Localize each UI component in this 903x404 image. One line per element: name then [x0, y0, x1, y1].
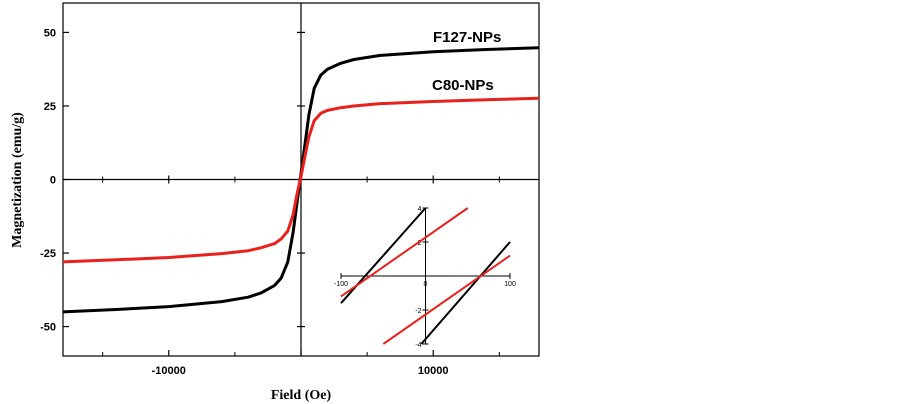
- y-axis-title: Magnetization (emu/g): [10, 112, 25, 248]
- inset-chart: -100 0 100 -4 -2 2 4: [334, 206, 516, 349]
- y-tick-label: 0: [50, 175, 56, 187]
- y-tick-label: -50: [40, 322, 56, 334]
- inset-y-tick-label: -2: [415, 308, 421, 315]
- y-tick-label: 25: [44, 101, 56, 113]
- inset-branch-c80-0: [340, 207, 469, 298]
- x-tick-label: -10000: [152, 365, 186, 377]
- inset-branch-f127-1: [420, 241, 511, 345]
- inset-branch-f127-0: [340, 207, 427, 304]
- series-layer: [62, 46, 540, 314]
- legend-label-c80: C80-NPs: [432, 77, 494, 94]
- inset-x-tick-label: -100: [334, 281, 348, 288]
- axes-layer: -50 -25 0 25 50 -10000 10000: [40, 3, 539, 377]
- inset-branch-c80-1: [382, 254, 511, 345]
- inset-y-tick-label: 4: [418, 206, 422, 213]
- x-tick-label: 10000: [418, 365, 449, 377]
- inset-x-tick-label: 100: [504, 281, 516, 288]
- y-tick-label: -25: [40, 248, 56, 260]
- inset-x-tick-label: 0: [424, 281, 428, 288]
- legend-label-f127: F127-NPs: [433, 29, 501, 46]
- y-tick-label: 50: [44, 27, 56, 39]
- series-line-c80: [62, 96, 540, 264]
- inset-y-tick-label: 2: [418, 240, 422, 247]
- x-axis-title: Field (Oe): [271, 388, 332, 403]
- inset-y-tick-label: -4: [415, 342, 421, 349]
